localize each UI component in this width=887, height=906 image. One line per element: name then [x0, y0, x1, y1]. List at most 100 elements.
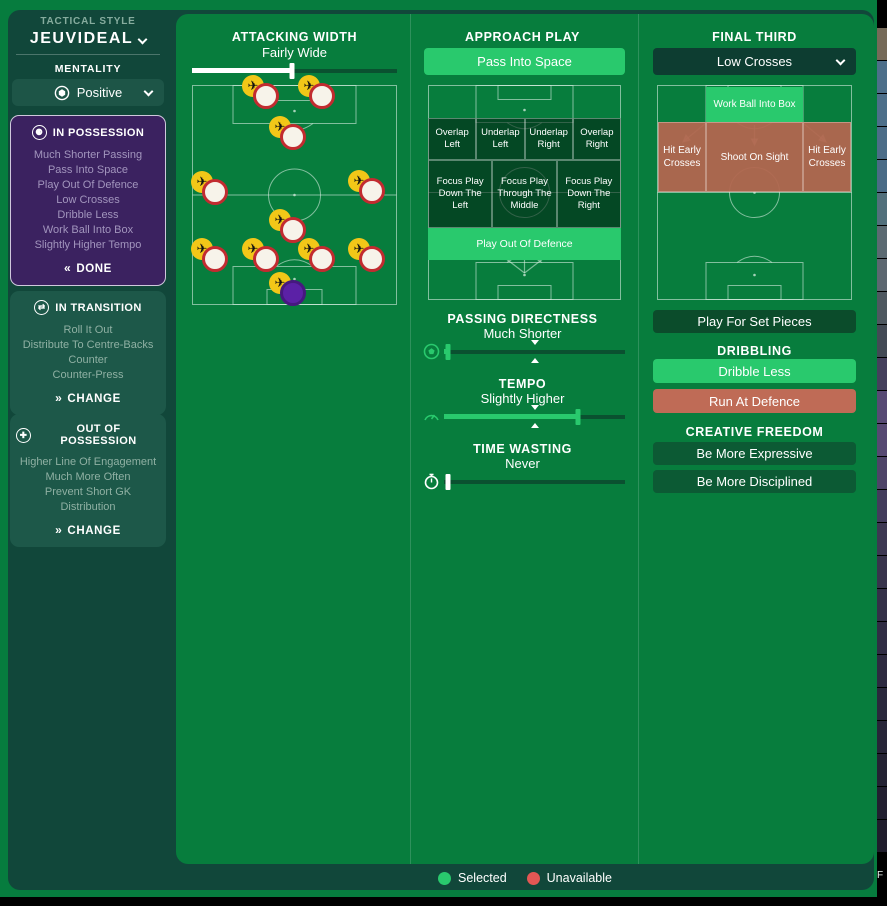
- player-status-circle: [359, 178, 385, 204]
- play-for-set-pieces-button[interactable]: Play For Set Pieces: [653, 310, 856, 333]
- background-row: [877, 28, 887, 60]
- change-button[interactable]: » CHANGE: [55, 391, 121, 405]
- slider-track[interactable]: [444, 480, 625, 484]
- slider-handle[interactable]: [289, 63, 295, 79]
- in-possession-items: Much Shorter Passing Pass Into Space Pla…: [17, 148, 159, 253]
- background-row: [877, 391, 887, 423]
- passing-directness-slider[interactable]: [444, 340, 625, 363]
- in-possession-title: ⚈ IN POSSESSION: [17, 125, 159, 140]
- player-status-circle: [309, 83, 335, 109]
- gauge-icon: [423, 408, 440, 430]
- tactical-style-dropdown[interactable]: JEUVIDEAL: [10, 30, 166, 48]
- default-marker-icon: [530, 358, 539, 363]
- zone-underlap-right[interactable]: Underlap Right: [524, 118, 573, 160]
- chevron-down-icon: [137, 34, 148, 45]
- done-button[interactable]: «DONE: [64, 261, 112, 275]
- list-item: Counter: [68, 354, 108, 366]
- player-status-circle: [280, 280, 306, 306]
- slider-handle[interactable]: [575, 409, 581, 425]
- list-item: Prevent Short GK Distribution: [44, 486, 132, 513]
- zone-shoot-on-sight[interactable]: Shoot On Sight: [706, 122, 803, 192]
- dribbling-label: DRIBBLING: [717, 344, 792, 358]
- mentality-dropdown[interactable]: Positive: [12, 79, 164, 106]
- list-item: Roll It Out: [63, 324, 113, 336]
- time-wasting-value: Never: [505, 456, 540, 471]
- ball-icon: ⚈: [31, 125, 47, 140]
- run-at-defence-button[interactable]: Run At Defence: [653, 389, 856, 413]
- player-status-circle: [359, 246, 385, 272]
- mentality-label: MENTALITY: [54, 63, 122, 75]
- dribble-less-button[interactable]: Dribble Less: [653, 359, 856, 383]
- pass-into-space-button[interactable]: Pass Into Space: [424, 48, 625, 75]
- creative-freedom-label: CREATIVE FREEDOM: [685, 425, 824, 439]
- background-row: [877, 688, 887, 720]
- player-status-circle: [309, 246, 335, 272]
- chevron-down-icon: [143, 86, 154, 96]
- list-item: Pass Into Space: [47, 164, 129, 176]
- time-wasting-title: TIME WASTING: [473, 442, 572, 456]
- passing-directness-value: Much Shorter: [483, 326, 562, 341]
- background-row: [877, 721, 887, 753]
- background-row: [877, 193, 887, 225]
- legend: Selected Unavailable: [176, 871, 874, 885]
- background-row: [877, 127, 887, 159]
- tactical-style-value: JEUVIDEAL: [29, 30, 134, 47]
- zone-play-out-of-defence[interactable]: Play Out Of Defence: [428, 228, 621, 260]
- chevron-down-icon: [835, 55, 846, 65]
- background-row: [877, 490, 887, 522]
- transition-arrows-icon: ⇄: [34, 300, 50, 315]
- unavailable-dot-icon: [526, 871, 540, 885]
- background-row: [877, 94, 887, 126]
- be-more-expressive-button[interactable]: Be More Expressive: [653, 442, 856, 465]
- change-button[interactable]: » CHANGE: [55, 523, 121, 537]
- list-item: Much More Often: [45, 471, 131, 483]
- approach-play-pitch: Overlap Left Underlap Left Underlap Righ…: [428, 85, 621, 300]
- zone-focus-left[interactable]: Focus Play Down The Left: [428, 160, 493, 228]
- football-icon: [423, 343, 440, 365]
- attacking-width-slider[interactable]: [192, 62, 397, 80]
- background-row: [877, 523, 887, 555]
- mentality-shield-icon: [54, 85, 70, 100]
- in-transition-card: ⇄ IN TRANSITION Roll It Out Distribute T…: [10, 291, 166, 415]
- background-row: [877, 457, 887, 489]
- chevrons-right-icon: »: [55, 391, 63, 405]
- zone-hit-early-crosses-left[interactable]: Hit Early Crosses: [658, 122, 706, 192]
- list-item: Higher Line Of Engagement: [19, 456, 157, 468]
- tempo-title: TEMPO: [498, 377, 547, 391]
- zone-focus-right[interactable]: Focus Play Down The Right: [556, 160, 621, 228]
- be-more-disciplined-button[interactable]: Be More Disciplined: [653, 470, 856, 493]
- zone-underlap-left[interactable]: Underlap Left: [476, 118, 525, 160]
- zone-overlap-right[interactable]: Overlap Right: [572, 118, 621, 160]
- chevrons-left-icon: «: [64, 261, 72, 275]
- background-row: [877, 589, 887, 621]
- legend-selected: Selected: [438, 871, 507, 885]
- chevrons-right-icon: »: [55, 523, 63, 537]
- selected-dot-icon: [438, 871, 451, 885]
- slider-fill: [444, 414, 578, 419]
- slider-track[interactable]: [444, 350, 625, 354]
- edge-clipped-text: F: [877, 870, 884, 881]
- zone-overlap-left[interactable]: Overlap Left: [428, 118, 477, 160]
- background-row: [877, 820, 887, 852]
- time-wasting-slider[interactable]: [444, 473, 625, 491]
- zone-work-ball-into-box[interactable]: Work Ball Into Box: [706, 87, 803, 122]
- background-row: [877, 556, 887, 588]
- legend-unavailable: Unavailable: [526, 871, 612, 885]
- column-divider: [638, 14, 639, 864]
- slider-handle[interactable]: [445, 344, 451, 360]
- final-third-pitch: Work Ball Into Box Hit Early Crosses Sho…: [657, 85, 852, 300]
- background-row: [877, 226, 887, 258]
- slider-handle[interactable]: [445, 474, 451, 490]
- list-item: Slightly Higher Tempo: [34, 239, 142, 251]
- passing-directness-title: PASSING DIRECTNESS: [447, 312, 598, 326]
- tempo-value: Slightly Higher: [480, 391, 565, 406]
- background-row: [877, 61, 887, 93]
- out-of-possession-items: Higher Line Of Engagement Much More Ofte…: [16, 455, 160, 515]
- final-third-dropdown[interactable]: Low Crosses: [653, 48, 856, 75]
- divider: [16, 54, 160, 55]
- in-possession-card: ⚈ IN POSSESSION Much Shorter Passing Pas…: [10, 115, 166, 286]
- zone-hit-early-crosses-right[interactable]: Hit Early Crosses: [803, 122, 851, 192]
- background-row: [877, 292, 887, 324]
- zone-focus-middle[interactable]: Focus Play Through The Middle: [492, 160, 557, 228]
- tempo-slider[interactable]: [444, 405, 625, 428]
